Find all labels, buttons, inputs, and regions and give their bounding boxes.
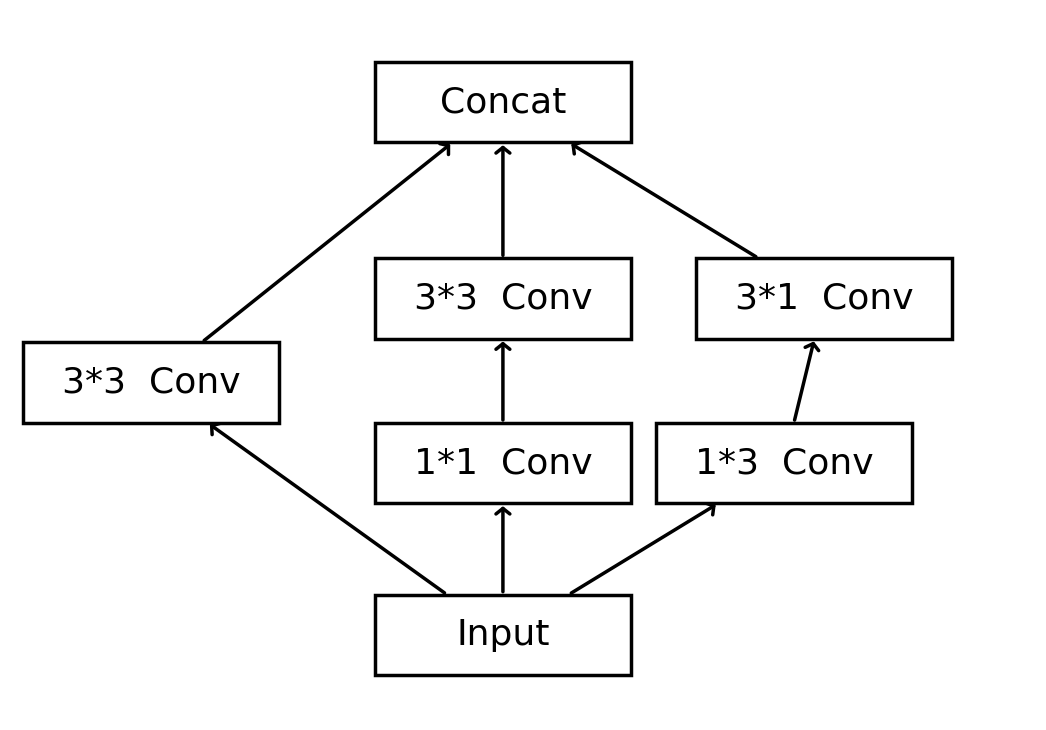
FancyBboxPatch shape: [697, 258, 952, 339]
FancyBboxPatch shape: [374, 62, 631, 142]
FancyBboxPatch shape: [374, 594, 631, 675]
FancyBboxPatch shape: [374, 423, 631, 504]
FancyBboxPatch shape: [656, 423, 912, 504]
Text: 1*3  Conv: 1*3 Conv: [695, 446, 873, 480]
Text: Input: Input: [456, 618, 549, 652]
Text: Concat: Concat: [439, 85, 566, 119]
FancyBboxPatch shape: [23, 342, 279, 423]
FancyBboxPatch shape: [374, 258, 631, 339]
Text: 3*3  Conv: 3*3 Conv: [413, 282, 592, 315]
Text: 1*1  Conv: 1*1 Conv: [413, 446, 592, 480]
Text: 3*3  Conv: 3*3 Conv: [62, 366, 241, 399]
Text: 3*1  Conv: 3*1 Conv: [735, 282, 913, 315]
